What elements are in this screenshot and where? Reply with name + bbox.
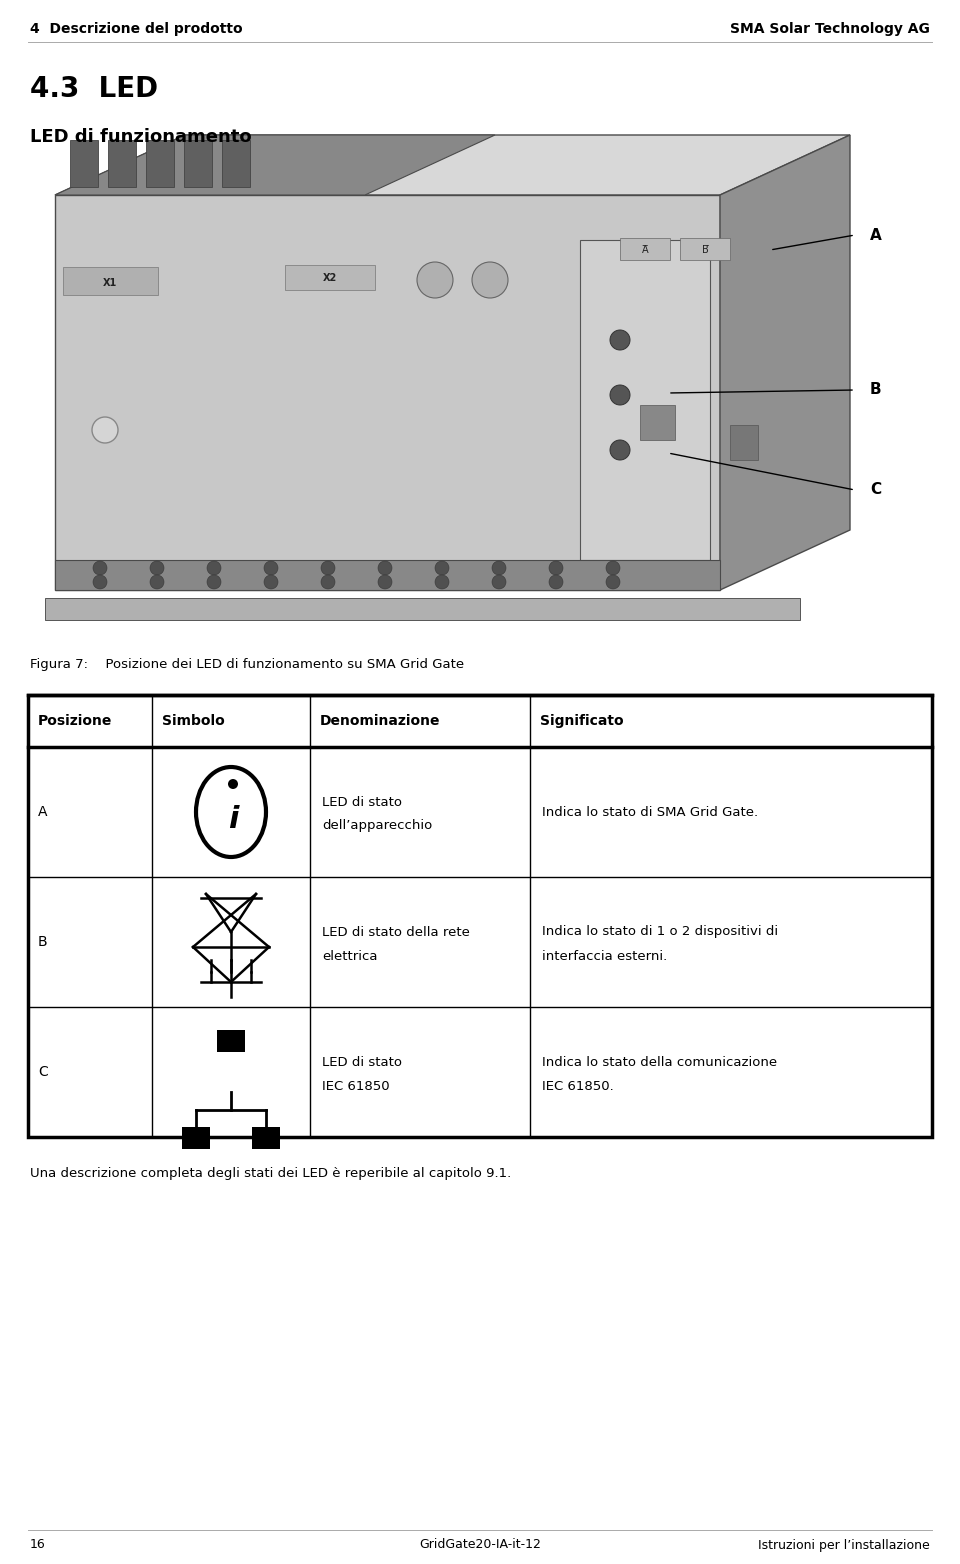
- Polygon shape: [108, 141, 136, 188]
- Bar: [285, 264, 375, 289]
- Text: C: C: [870, 483, 881, 497]
- Text: LED di stato: LED di stato: [322, 796, 402, 809]
- Text: B: B: [38, 935, 48, 949]
- Text: Denominazione: Denominazione: [320, 715, 441, 727]
- Circle shape: [321, 576, 335, 590]
- Bar: [28, 694, 932, 1137]
- Text: i: i: [228, 805, 238, 835]
- Text: Indica lo stato di 1 o 2 dispositivi di: Indica lo stato di 1 o 2 dispositivi di: [542, 926, 779, 938]
- Circle shape: [492, 561, 506, 576]
- Circle shape: [93, 576, 107, 590]
- Circle shape: [93, 561, 107, 576]
- Text: C: C: [38, 1065, 48, 1079]
- Bar: [620, 238, 670, 260]
- Text: GridGate20-IA-it-12: GridGate20-IA-it-12: [420, 1539, 540, 1551]
- Text: A: A: [870, 227, 881, 242]
- Bar: [45, 597, 800, 619]
- Text: interfaccia esterni.: interfaccia esterni.: [542, 949, 667, 962]
- Circle shape: [435, 576, 449, 590]
- Polygon shape: [70, 141, 98, 188]
- Circle shape: [207, 576, 221, 590]
- Text: X2: X2: [323, 274, 337, 283]
- Bar: [182, 1128, 210, 1150]
- Circle shape: [610, 385, 630, 405]
- Text: A̅: A̅: [641, 246, 648, 255]
- Ellipse shape: [196, 766, 266, 857]
- Circle shape: [228, 779, 238, 788]
- Text: 4.3  LED: 4.3 LED: [30, 75, 158, 103]
- Polygon shape: [55, 196, 720, 590]
- Polygon shape: [184, 141, 212, 188]
- Circle shape: [417, 263, 453, 299]
- Text: B̅: B̅: [702, 246, 708, 255]
- Circle shape: [492, 576, 506, 590]
- Polygon shape: [55, 135, 850, 196]
- Text: Simbolo: Simbolo: [162, 715, 225, 727]
- Text: 16: 16: [30, 1539, 46, 1551]
- Circle shape: [378, 561, 392, 576]
- Circle shape: [378, 576, 392, 590]
- Text: Posizione: Posizione: [38, 715, 112, 727]
- Bar: [63, 267, 158, 296]
- Text: X1: X1: [103, 278, 117, 288]
- Text: A: A: [38, 805, 47, 820]
- Circle shape: [321, 561, 335, 576]
- Text: dell’apparecchio: dell’apparecchio: [322, 820, 432, 832]
- Text: Figura 7:  Posizione dei LED di funzionamento su SMA Grid Gate: Figura 7: Posizione dei LED di funzionam…: [30, 658, 464, 671]
- Text: Istruzioni per l’installazione: Istruzioni per l’installazione: [758, 1539, 930, 1551]
- Circle shape: [207, 561, 221, 576]
- Text: IEC 61850.: IEC 61850.: [542, 1079, 613, 1093]
- Circle shape: [610, 330, 630, 350]
- Bar: [217, 1031, 245, 1053]
- Bar: [252, 1128, 280, 1150]
- Text: elettrica: elettrica: [322, 949, 377, 962]
- Bar: [580, 239, 710, 560]
- Circle shape: [150, 576, 164, 590]
- Text: Indica lo stato della comunicazione: Indica lo stato della comunicazione: [542, 1056, 778, 1068]
- Circle shape: [435, 561, 449, 576]
- Polygon shape: [222, 141, 250, 188]
- Text: B: B: [870, 383, 881, 397]
- Text: Una descrizione completa degli stati dei LED è reperibile al capitolo 9.1.: Una descrizione completa degli stati dei…: [30, 1167, 512, 1179]
- Circle shape: [150, 561, 164, 576]
- Polygon shape: [146, 141, 174, 188]
- Text: Significato: Significato: [540, 715, 624, 727]
- Circle shape: [92, 418, 118, 443]
- Text: SMA Solar Technology AG: SMA Solar Technology AG: [731, 22, 930, 36]
- Circle shape: [264, 576, 278, 590]
- Circle shape: [472, 263, 508, 299]
- Circle shape: [606, 561, 620, 576]
- Text: IEC 61850: IEC 61850: [322, 1079, 390, 1093]
- Bar: [640, 405, 675, 439]
- Bar: [680, 238, 730, 260]
- Circle shape: [264, 561, 278, 576]
- Text: LED di stato della rete: LED di stato della rete: [322, 926, 469, 938]
- Bar: [730, 425, 758, 460]
- Bar: [55, 560, 720, 590]
- Circle shape: [549, 561, 563, 576]
- Circle shape: [606, 576, 620, 590]
- Polygon shape: [720, 135, 850, 590]
- Text: LED di funzionamento: LED di funzionamento: [30, 128, 252, 145]
- Circle shape: [549, 576, 563, 590]
- Circle shape: [610, 439, 630, 460]
- Text: Indica lo stato di SMA Grid Gate.: Indica lo stato di SMA Grid Gate.: [542, 805, 758, 818]
- Text: 4  Descrizione del prodotto: 4 Descrizione del prodotto: [30, 22, 243, 36]
- Text: LED di stato: LED di stato: [322, 1056, 402, 1068]
- Bar: [28, 155, 932, 635]
- Polygon shape: [55, 135, 495, 196]
